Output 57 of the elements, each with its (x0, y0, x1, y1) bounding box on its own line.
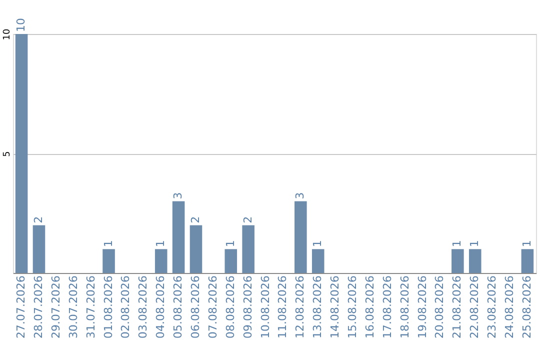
x-tick-label: 16.08.2026 (363, 276, 376, 338)
data-label: 1 (468, 240, 482, 248)
x-tick-label: 28.07.2026 (32, 276, 45, 338)
x-tick-label: 24.08.2026 (503, 276, 516, 338)
x-tick-label: 08.08.2026 (224, 276, 237, 338)
x-tick-label: 10.08.2026 (258, 276, 272, 338)
x-tick-label: 09.08.2026 (241, 276, 254, 338)
x-tick-label: 29.07.2026 (49, 276, 62, 338)
y-tick-label: 5 (2, 151, 12, 157)
data-label: 1 (224, 240, 237, 248)
bar (312, 249, 324, 273)
data-label: 1 (311, 240, 324, 248)
x-tick-label: 21.08.2026 (450, 276, 464, 338)
x-tick-label: 31.07.2026 (84, 276, 98, 338)
x-tick-label: 02.08.2026 (119, 276, 132, 338)
bar (32, 225, 46, 273)
data-label: 3 (172, 192, 185, 200)
x-tick-label: 04.08.2026 (154, 276, 168, 338)
bar (15, 34, 28, 273)
data-label: 1 (102, 240, 115, 248)
bar (102, 249, 115, 273)
x-tick-label: 22.08.2026 (468, 276, 482, 338)
x-tick-label: 06.08.2026 (189, 276, 202, 338)
bar (190, 225, 202, 273)
bar (172, 201, 185, 273)
data-label: 1 (450, 240, 464, 248)
x-tick-label: 12.08.2026 (294, 276, 307, 338)
bar (294, 201, 307, 273)
data-label: 2 (32, 216, 45, 224)
x-tick-label: 14.08.2026 (328, 276, 342, 338)
x-tick-label: 11.08.2026 (276, 276, 290, 338)
x-tick-label: 19.08.2026 (416, 276, 429, 338)
data-label: 1 (154, 240, 168, 248)
bar (468, 249, 482, 273)
data-label: 1 (520, 240, 534, 248)
x-tick-label: 15.08.2026 (346, 276, 359, 338)
bar (154, 249, 168, 273)
bar (452, 249, 464, 273)
data-label: 3 (294, 192, 307, 200)
data-label: 10 (14, 18, 28, 32)
data-label: 2 (189, 216, 202, 224)
x-tick-label: 13.08.2026 (311, 276, 324, 338)
x-tick-label: 30.07.2026 (66, 276, 80, 338)
x-tick-label: 20.08.2026 (433, 276, 446, 338)
x-tick-label: 03.08.2026 (136, 276, 150, 338)
x-tick-label: 01.08.2026 (102, 276, 115, 338)
x-tick-label: 18.08.2026 (398, 276, 412, 338)
x-tick-label: 05.08.2026 (172, 276, 185, 338)
x-tick-label: 23.08.2026 (486, 276, 499, 338)
data-label: 2 (241, 216, 254, 224)
bar (242, 225, 254, 273)
x-tick-label: 07.08.2026 (206, 276, 220, 338)
x-tick-label: 25.08.2026 (520, 276, 534, 338)
x-tick-label: 27.07.2026 (14, 276, 28, 338)
bar (521, 249, 534, 273)
bar (224, 249, 238, 273)
x-tick-label: 17.08.2026 (380, 276, 394, 338)
